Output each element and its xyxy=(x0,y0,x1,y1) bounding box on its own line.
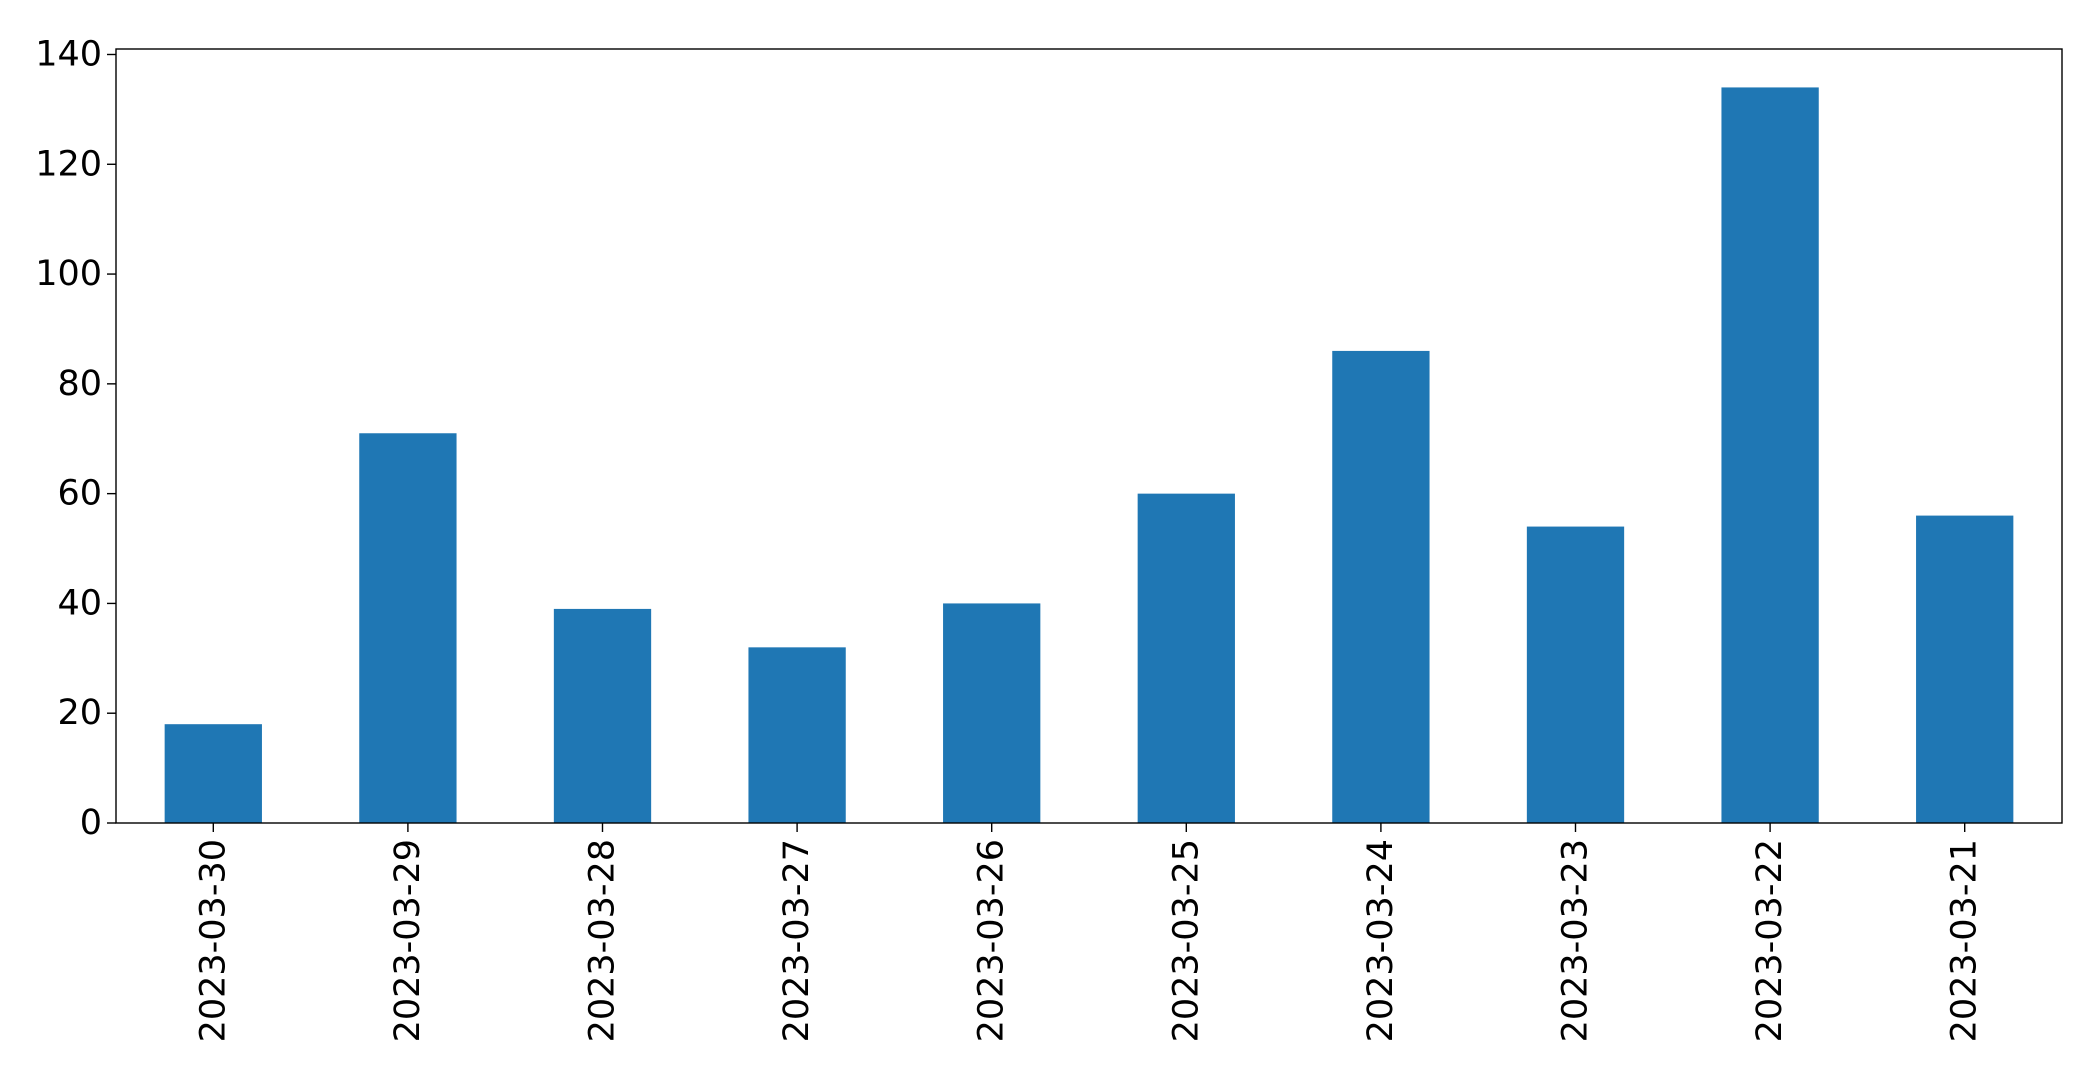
x-tick-label: 2023-03-30 xyxy=(193,839,233,1042)
y-tick-label: 80 xyxy=(57,364,102,404)
bar-2023-03-30 xyxy=(164,724,262,823)
x-tick-label: 2023-03-24 xyxy=(1361,839,1401,1042)
y-tick-label: 20 xyxy=(57,693,102,733)
y-tick-label: 60 xyxy=(57,474,102,514)
x-tick-label: 2023-03-22 xyxy=(1750,839,1790,1042)
bar-2023-03-24 xyxy=(1332,350,1430,823)
x-tick-label: 2023-03-25 xyxy=(1166,839,1206,1042)
bar-2023-03-23 xyxy=(1526,526,1625,823)
y-tick-label: 120 xyxy=(35,144,102,184)
x-tick-label: 2023-03-23 xyxy=(1556,839,1596,1042)
bar-2023-03-22 xyxy=(1721,87,1819,823)
bar-2023-03-21 xyxy=(1916,515,2014,823)
bar-2023-03-29 xyxy=(359,433,457,823)
y-axis: 0 20 40 60 80 100 120 140 xyxy=(35,34,116,843)
y-tick-label: 100 xyxy=(35,254,102,294)
bar-2023-03-28 xyxy=(553,608,652,823)
x-tick-label: 2023-03-29 xyxy=(388,839,428,1042)
bars-layer xyxy=(164,87,2014,823)
x-tick-label: 2023-03-28 xyxy=(583,839,623,1042)
bar-2023-03-27 xyxy=(748,647,846,823)
x-tick-label: 2023-03-21 xyxy=(1945,839,1985,1042)
bar-2023-03-26 xyxy=(943,603,1041,823)
y-tick-label: 40 xyxy=(57,583,102,623)
y-tick-label: 140 xyxy=(35,34,102,74)
x-axis: 2023-03-30 2023-03-29 2023-03-28 2023-03-27… xyxy=(193,823,1985,1042)
x-tick-label: 2023-03-26 xyxy=(972,839,1012,1042)
plot-frame xyxy=(115,48,2063,824)
bar-2023-03-25 xyxy=(1137,493,1235,823)
x-tick-label: 2023-03-27 xyxy=(777,839,817,1042)
y-tick-label: 0 xyxy=(80,803,102,843)
